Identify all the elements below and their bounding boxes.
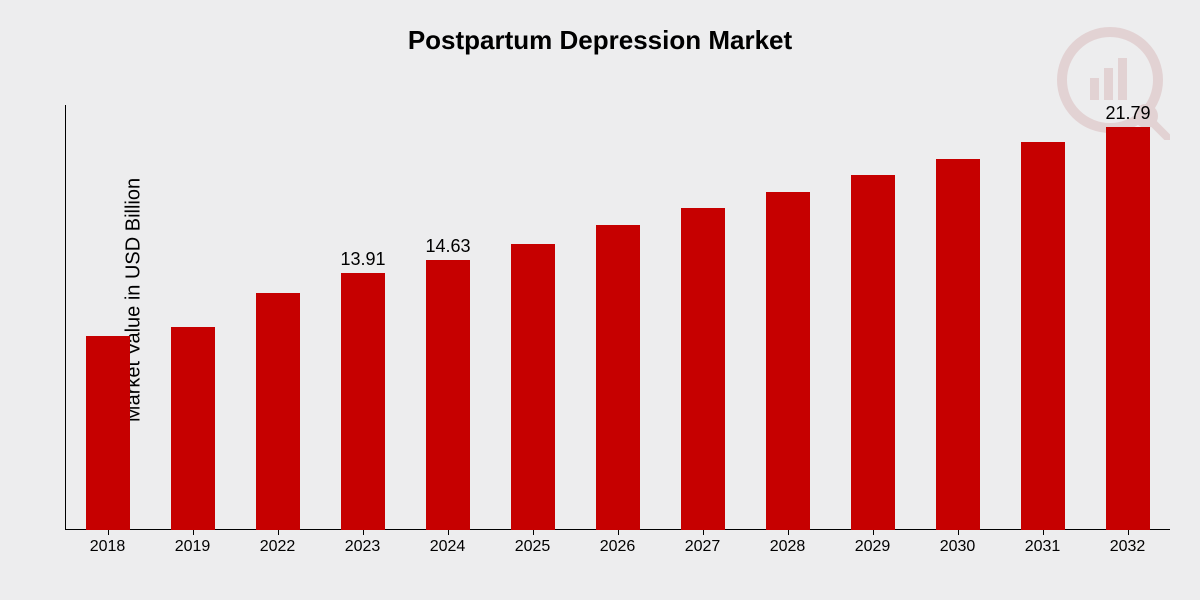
- x-tick-mark: [1043, 530, 1044, 535]
- bar: 13.91: [341, 273, 385, 530]
- bar: [511, 244, 555, 530]
- x-tick-label: 2025: [490, 538, 575, 556]
- y-axis-line: [65, 105, 66, 530]
- x-tick-mark: [278, 530, 279, 535]
- x-tick-mark: [533, 530, 534, 535]
- x-tick-mark: [108, 530, 109, 535]
- x-tick-mark: [618, 530, 619, 535]
- x-tick-mark: [873, 530, 874, 535]
- x-tick-mark: [363, 530, 364, 535]
- bar-value-label: 13.91: [341, 249, 385, 270]
- x-tick-mark: [1128, 530, 1129, 535]
- x-tick-mark: [448, 530, 449, 535]
- bar-value-label: 21.79: [1106, 103, 1150, 124]
- bar: 21.79: [1106, 127, 1150, 530]
- x-tick-mark: [958, 530, 959, 535]
- chart-plot-area: 13.9114.6321.79 201820192022202320242025…: [65, 105, 1170, 530]
- x-tick-label: 2027: [660, 538, 745, 556]
- x-tick-mark: [193, 530, 194, 535]
- bar: [681, 208, 725, 530]
- x-tick-label: 2026: [575, 538, 660, 556]
- bar: [766, 192, 810, 530]
- x-tick-label: 2031: [1000, 538, 1085, 556]
- x-tick-label: 2022: [235, 538, 320, 556]
- bar: [86, 336, 130, 530]
- bar: [171, 327, 215, 530]
- bar: [851, 175, 895, 530]
- x-tick-label: 2032: [1085, 538, 1170, 556]
- x-tick-label: 2019: [150, 538, 235, 556]
- bar: [596, 225, 640, 530]
- x-tick-mark: [703, 530, 704, 535]
- x-tick-label: 2023: [320, 538, 405, 556]
- bar: [256, 293, 300, 530]
- bar-value-label: 14.63: [426, 236, 470, 257]
- x-tick-label: 2030: [915, 538, 1000, 556]
- x-tick-label: 2028: [745, 538, 830, 556]
- bar: [1021, 142, 1065, 530]
- bar: [936, 159, 980, 530]
- x-tick-mark: [788, 530, 789, 535]
- chart-title: Postpartum Depression Market: [0, 25, 1200, 56]
- bar: 14.63: [426, 260, 470, 530]
- x-tick-label: 2029: [830, 538, 915, 556]
- x-tick-label: 2018: [65, 538, 150, 556]
- x-tick-label: 2024: [405, 538, 490, 556]
